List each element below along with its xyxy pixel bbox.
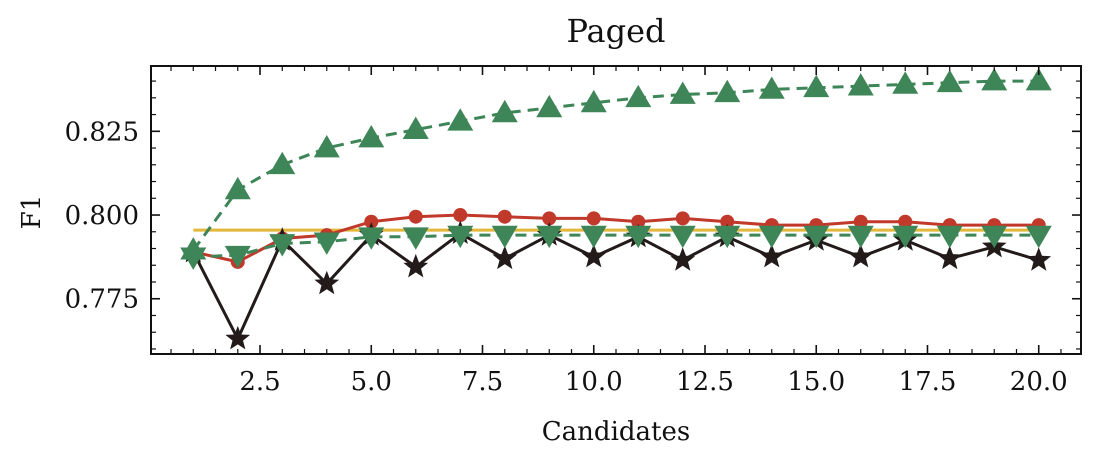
point-star-15 [848,243,874,268]
point-triangle-down-11 [669,225,696,249]
y-axis-label: F1 [17,195,47,230]
point-star-5 [403,253,429,278]
point-circle-11 [675,211,690,226]
x-axis-label: Candidates [542,417,690,447]
x-tick-label: 5.0 [351,367,392,397]
point-triangle-up-8 [536,94,563,118]
point-star-19 [1026,247,1052,271]
point-star-7 [492,245,518,270]
point-triangle-up-15 [847,73,874,96]
x-tick-label: 15.0 [787,367,845,397]
x-tick-label: 2.5 [239,367,280,397]
point-circle-7 [497,209,512,224]
point-star-11 [670,247,696,271]
point-triangle-up-17 [936,69,963,93]
point-triangle-down-18 [981,225,1008,249]
chart-title: Paged [566,12,665,50]
point-triangle-up-4 [358,125,385,148]
point-triangle-up-11 [669,81,696,104]
series-0 [186,208,1046,269]
series-line-1 [191,231,1040,341]
x-tick-label: 17.5 [899,367,957,397]
point-triangle-down-1 [224,245,251,269]
point-triangle-down-5 [402,227,429,250]
point-triangle-down-16 [892,225,919,249]
point-triangle-up-7 [491,99,518,123]
point-triangle-down-4 [358,227,385,250]
point-circle-12 [720,214,735,229]
point-triangle-down-3 [313,232,340,255]
y-tick-label: 0.775 [65,285,139,315]
point-star-13 [759,243,785,268]
point-triangle-down-19 [1025,225,1052,249]
plot-frame [150,65,1082,355]
point-star-17 [937,245,963,270]
x-tick-label: 10.0 [565,367,623,397]
point-star-3 [314,270,340,295]
y-tick-label: 0.800 [65,201,139,231]
point-triangle-down-2 [269,234,296,257]
point-circle-5 [408,209,423,224]
point-star-9 [581,243,607,268]
point-circle-6 [453,208,468,223]
point-triangle-down-0 [180,247,207,270]
point-circle-15 [853,214,868,229]
series-1 [180,220,1052,350]
point-triangle-down-10 [625,225,652,249]
point-triangle-up-2 [269,151,296,175]
point-triangle-down-14 [803,225,830,249]
point-triangle-down-7 [491,225,518,249]
point-triangle-down-17 [936,225,963,249]
point-circle-9 [586,211,601,226]
point-triangle-up-5 [402,116,429,139]
point-triangle-up-12 [714,79,741,103]
x-tick-label: 20.0 [1010,367,1068,397]
point-triangle-up-10 [625,84,652,108]
plot-area [180,68,1052,350]
point-triangle-down-6 [447,225,474,249]
point-triangle-down-8 [536,225,563,249]
x-tick-label: 7.5 [462,367,503,397]
series-line-2 [192,79,1039,252]
point-triangle-down-12 [714,225,741,249]
point-triangle-up-13 [758,76,785,99]
point-triangle-up-14 [803,74,830,98]
point-triangle-down-13 [758,225,785,249]
point-star-1 [225,325,251,350]
series-3 [180,225,1052,270]
y-tick-label: 0.825 [65,117,139,147]
x-tick-label: 12.5 [676,367,734,397]
point-triangle-up-19 [1025,68,1052,91]
point-triangle-down-15 [847,225,874,249]
point-circle-10 [631,214,646,229]
point-triangle-up-9 [580,89,607,113]
point-triangle-up-3 [313,135,340,158]
point-circle-16 [898,214,913,229]
point-circle-4 [364,214,379,229]
point-triangle-up-1 [224,176,251,200]
point-triangle-up-18 [981,68,1008,91]
point-triangle-up-16 [892,71,919,94]
point-circle-8 [542,211,557,226]
point-triangle-down-9 [580,225,607,249]
point-triangle-up-6 [447,108,474,131]
